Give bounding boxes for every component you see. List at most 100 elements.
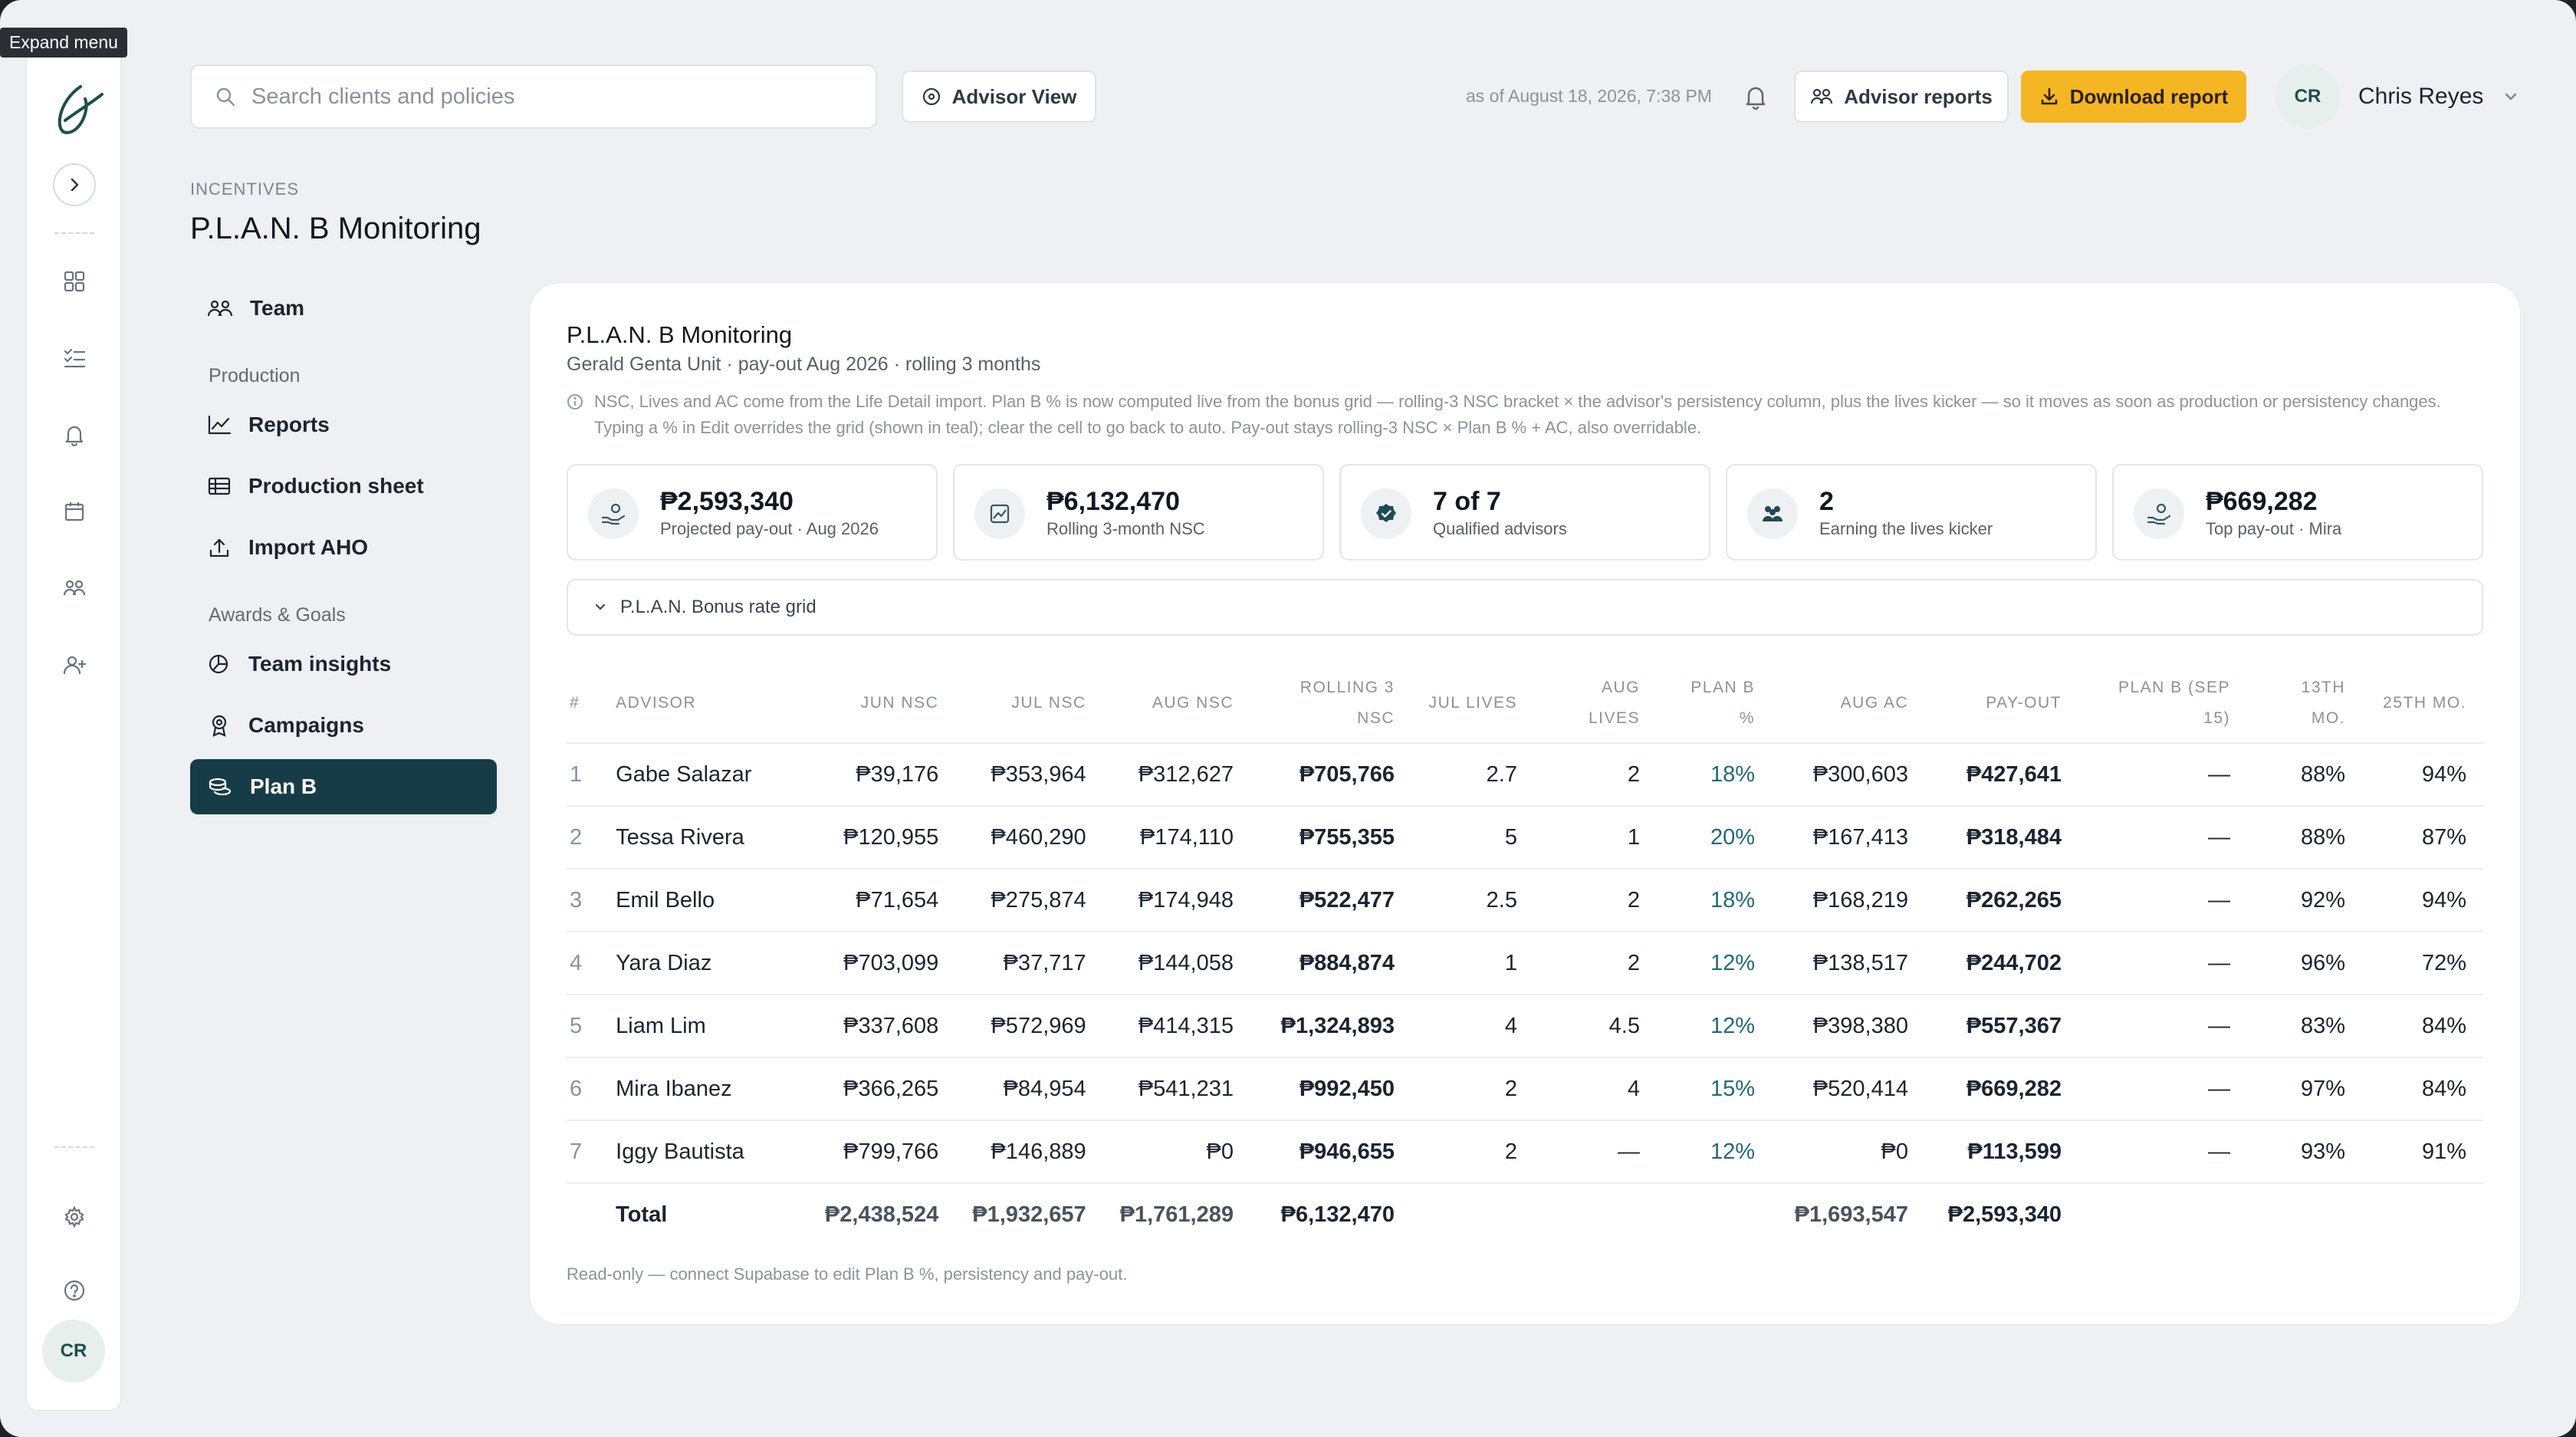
notifications-bell-icon[interactable] bbox=[1742, 83, 1769, 110]
cell-advisor-name: Tessa Rivera bbox=[599, 806, 808, 870]
cell-persistency-13th: 88% bbox=[2247, 806, 2362, 870]
col-header: # bbox=[567, 663, 600, 744]
total-aug-nsc: ₱1,761,289 bbox=[1119, 1202, 1234, 1227]
cell-jul-nsc: ₱146,889 bbox=[955, 1120, 1103, 1184]
cell-row-index: 7 bbox=[567, 1120, 600, 1184]
breadcrumb: INCENTIVES bbox=[190, 179, 300, 199]
brand-logo bbox=[58, 85, 104, 135]
cell-jul-lives: 4 bbox=[1411, 995, 1534, 1058]
team-icon[interactable] bbox=[58, 571, 91, 605]
advisor-view-label: Advisor View bbox=[951, 84, 1077, 108]
nav-item-team[interactable]: Team bbox=[190, 281, 497, 336]
cell-persistency-25th: 94% bbox=[2362, 869, 2483, 932]
table-row[interactable]: 3 Emil Bello ₱71,654 ₱275,874 ₱174,948 ₱522,4… bbox=[567, 869, 2483, 932]
info-icon bbox=[567, 394, 583, 409]
calendar-icon[interactable] bbox=[58, 495, 91, 528]
cell-row-index: 5 bbox=[567, 995, 600, 1058]
nav-item-campaigns[interactable]: Campaigns bbox=[190, 698, 497, 753]
user-name: Chris Reyes bbox=[2358, 84, 2484, 109]
total-jun-nsc: ₱2,438,524 bbox=[824, 1202, 939, 1227]
cell-row-index: 2 bbox=[567, 806, 600, 870]
table-header-row: # Advisor Jun NSC Jul NSC Aug NSC Rollin… bbox=[567, 663, 2483, 744]
cell-aug-lives: 2 bbox=[1534, 869, 1657, 932]
total-persistency-13th bbox=[2247, 1183, 2362, 1246]
nav-item-reports[interactable]: Reports bbox=[190, 397, 497, 452]
expand-menu-button[interactable] bbox=[53, 163, 96, 206]
cell-aug-nsc: ₱144,058 bbox=[1102, 932, 1250, 995]
col-header: Aug Lives bbox=[1534, 663, 1657, 744]
cell-advisor-name: Emil Bello bbox=[599, 869, 808, 932]
settings-icon[interactable] bbox=[58, 1200, 91, 1234]
help-icon[interactable] bbox=[58, 1274, 91, 1307]
nav-label: Campaigns bbox=[248, 713, 364, 737]
chart-image-icon bbox=[974, 488, 1025, 539]
table-row[interactable]: 7 Iggy Bautista ₱799,766 ₱146,889 ₱0 ₱946,655… bbox=[567, 1120, 2483, 1184]
cell-payout: ₱669,282 bbox=[1925, 1057, 2078, 1121]
total-jul-nsc: ₱1,932,657 bbox=[972, 1202, 1086, 1227]
cell-rolling-3-nsc: ₱946,655 bbox=[1250, 1120, 1411, 1184]
col-header: Plan B (Sep 15) bbox=[2078, 663, 2247, 744]
cell-persistency-13th: 97% bbox=[2247, 1057, 2362, 1121]
cell-jul-nsc: ₱353,964 bbox=[955, 743, 1103, 807]
table-row[interactable]: 4 Yara Diaz ₱703,099 ₱37,717 ₱144,058 ₱884,87… bbox=[567, 932, 2483, 995]
col-header: Jul Lives bbox=[1411, 663, 1534, 744]
nav-item-plan-b[interactable]: Plan B bbox=[190, 759, 497, 814]
col-header: Aug NSC bbox=[1102, 663, 1250, 744]
cell-jul-lives: 1 bbox=[1411, 932, 1534, 995]
cell-persistency-13th: 88% bbox=[2247, 743, 2362, 807]
cell-jul-lives: 2.5 bbox=[1411, 869, 1534, 932]
cell-aug-ac: ₱168,219 bbox=[1772, 869, 1925, 932]
kpi-qualified-advisors: 7 of 7 Qualified advisors bbox=[1339, 464, 1710, 561]
bonus-rate-grid-toggle[interactable]: P.L.A.N. Bonus rate grid bbox=[567, 579, 2483, 636]
cell-jul-nsc: ₱37,717 bbox=[955, 932, 1103, 995]
nav-section-production: Production bbox=[209, 365, 301, 386]
nav-item-import-aho[interactable]: Import AHO bbox=[190, 520, 497, 575]
table-row[interactable]: 6 Mira Ibanez ₱366,265 ₱84,954 ₱541,231 ₱992,… bbox=[567, 1057, 2483, 1121]
nav-item-production-sheet[interactable]: Production sheet bbox=[190, 459, 497, 514]
kpi-label: Projected pay-out · Aug 2026 bbox=[660, 519, 879, 538]
nav-label: Production sheet bbox=[248, 474, 424, 498]
grid-toggle-label: P.L.A.N. Bonus rate grid bbox=[620, 597, 816, 617]
nav-item-team-insights[interactable]: Team insights bbox=[190, 636, 497, 692]
col-header: Rolling 3 NSC bbox=[1250, 663, 1411, 744]
user-menu[interactable]: CR Chris Reyes bbox=[2275, 64, 2520, 129]
advisor-view-button[interactable]: Advisor View bbox=[902, 71, 1096, 123]
checklist-icon[interactable] bbox=[58, 341, 91, 375]
cell-row-index: 3 bbox=[567, 869, 600, 932]
kpi-value: 2 bbox=[1819, 487, 1834, 516]
table-row[interactable]: 2 Tessa Rivera ₱120,955 ₱460,290 ₱174,110 ₱75… bbox=[567, 806, 2483, 870]
cell-advisor-name: Gabe Salazar bbox=[599, 743, 808, 807]
total-rolling-3-nsc: ₱6,132,470 bbox=[1280, 1202, 1395, 1227]
chevron-down-icon bbox=[2505, 93, 2517, 100]
left-rail: CR bbox=[26, 26, 121, 1411]
cell-aug-lives: 4 bbox=[1534, 1057, 1657, 1121]
cell-aug-lives: 2 bbox=[1534, 743, 1657, 807]
search-input[interactable]: Search clients and policies bbox=[190, 64, 877, 129]
cell-persistency-13th: 83% bbox=[2247, 995, 2362, 1058]
table-row[interactable]: 1 Gabe Salazar ₱39,176 ₱353,964 ₱312,627 ₱705… bbox=[567, 743, 2483, 807]
pie-chart-icon bbox=[209, 654, 228, 674]
advisor-reports-button[interactable]: Advisor reports bbox=[1794, 71, 2009, 123]
kpi-label: Earning the lives kicker bbox=[1819, 519, 1993, 538]
cell-plan-b-sep15: — bbox=[2078, 1120, 2247, 1184]
add-user-icon[interactable] bbox=[58, 648, 91, 682]
cell-plan-b-sep15: — bbox=[2078, 995, 2247, 1058]
cell-persistency-25th: 91% bbox=[2362, 1120, 2483, 1184]
cell-rolling-3-nsc: ₱522,477 bbox=[1250, 869, 1411, 932]
cell-aug-lives: 4.5 bbox=[1534, 995, 1657, 1058]
cell-aug-ac: ₱167,413 bbox=[1772, 806, 1925, 870]
table-row[interactable]: 5 Liam Lim ₱337,608 ₱572,969 ₱414,315 ₱1,324,… bbox=[567, 995, 2483, 1058]
dashboard-icon[interactable] bbox=[58, 265, 91, 298]
rail-avatar[interactable]: CR bbox=[42, 1320, 105, 1383]
bell-icon[interactable] bbox=[58, 418, 91, 452]
cell-payout: ₱113,599 bbox=[1925, 1120, 2078, 1184]
download-report-button[interactable]: Download report bbox=[2021, 71, 2246, 123]
info-note: NSC, Lives and AC come from the Life Det… bbox=[567, 389, 2476, 441]
cell-plan-b-sep15: — bbox=[2078, 806, 2247, 870]
cell-advisor-name: Yara Diaz bbox=[599, 932, 808, 995]
cell-jul-lives: 2 bbox=[1411, 1120, 1534, 1184]
page-title: P.L.A.N. B Monitoring bbox=[190, 212, 481, 245]
cell-aug-lives: — bbox=[1534, 1120, 1657, 1184]
cell-jul-lives: 2.7 bbox=[1411, 743, 1534, 807]
